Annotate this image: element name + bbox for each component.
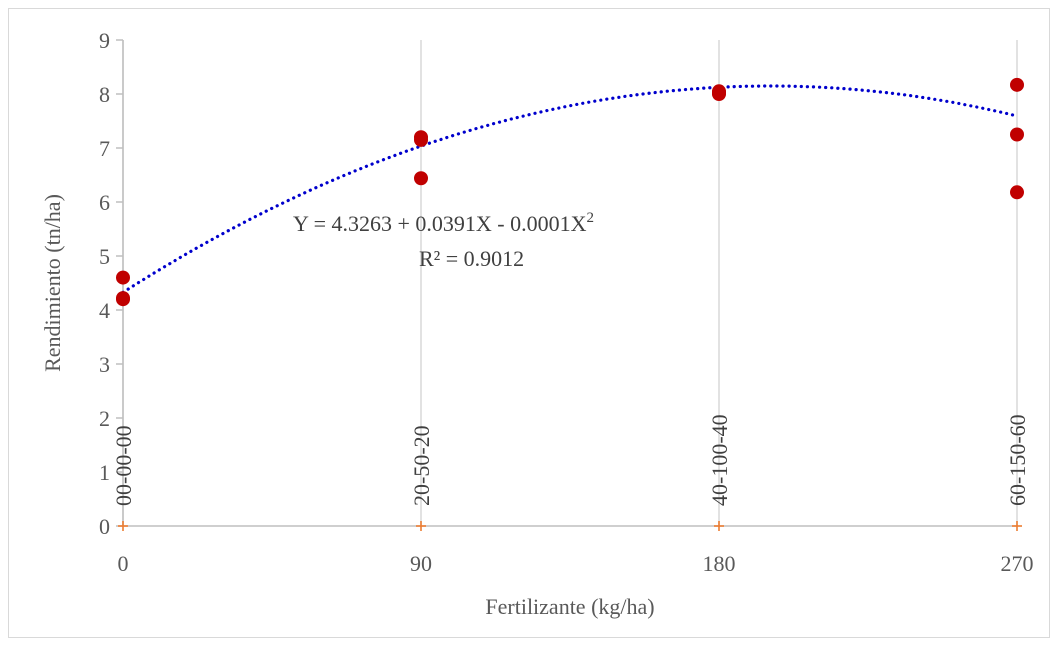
equation-superscript: 2 <box>587 210 595 226</box>
category-label: 40-100-40 <box>707 414 732 506</box>
y-tick-label: 1 <box>99 460 110 485</box>
data-point <box>712 85 726 100</box>
chart-area <box>8 8 1050 638</box>
y-tick-label: 8 <box>99 82 110 107</box>
x-axis-title: Fertilizante (kg/ha) <box>485 594 654 619</box>
annotations: Fertilizante (kg/ha) Rendimiento (tn/ha)… <box>40 194 655 619</box>
y-axis-title: Rendimiento (tn/ha) <box>40 194 65 372</box>
y-tick-labels: 0 1 2 3 4 5 6 7 8 9 <box>99 28 110 539</box>
data-point <box>1010 77 1024 92</box>
x-tick-label: 270 <box>1001 551 1034 576</box>
x-tick-label: 90 <box>410 551 432 576</box>
y-tick-label: 4 <box>99 298 110 323</box>
equation-main: Y = 4.3263 + 0.0391X - 0.0001X <box>293 211 587 236</box>
trendline-equation: Y = 4.3263 + 0.0391X - 0.0001X2 <box>293 210 594 236</box>
r-squared-label: R² = 0.9012 <box>419 246 524 271</box>
x-tick-label: 0 <box>118 551 129 576</box>
category-label: 20-50-20 <box>409 425 434 506</box>
axes <box>116 39 1017 527</box>
x-tick-label: 180 <box>703 551 736 576</box>
gridlines <box>122 40 1018 526</box>
data-point <box>414 132 428 147</box>
data-points <box>116 77 1024 531</box>
data-point <box>116 270 130 285</box>
y-tick-label: 5 <box>99 244 110 269</box>
category-label: 00-00-00 <box>111 425 136 506</box>
trendline <box>121 84 1019 294</box>
polynomial-trendline <box>121 84 1019 294</box>
data-point <box>116 291 130 306</box>
y-tick-label: 3 <box>99 352 110 377</box>
data-point <box>414 171 428 186</box>
plus-marker <box>1012 521 1022 531</box>
plus-marker <box>118 521 128 531</box>
y-tick-label: 0 <box>99 514 110 539</box>
y-tick-label: 2 <box>99 406 110 431</box>
category-labels: 00-00-00 20-50-20 40-100-40 60-150-60 <box>111 414 1030 506</box>
y-tick-label: 6 <box>99 190 110 215</box>
x-tick-labels: 0 90 180 270 <box>118 551 1034 576</box>
data-point <box>1010 127 1024 142</box>
plus-marker <box>714 521 724 531</box>
y-tick-label: 7 <box>99 136 110 161</box>
category-label: 60-150-60 <box>1005 414 1030 506</box>
y-tick-label: 9 <box>99 28 110 53</box>
data-point <box>1010 185 1024 200</box>
plus-marker <box>416 521 426 531</box>
